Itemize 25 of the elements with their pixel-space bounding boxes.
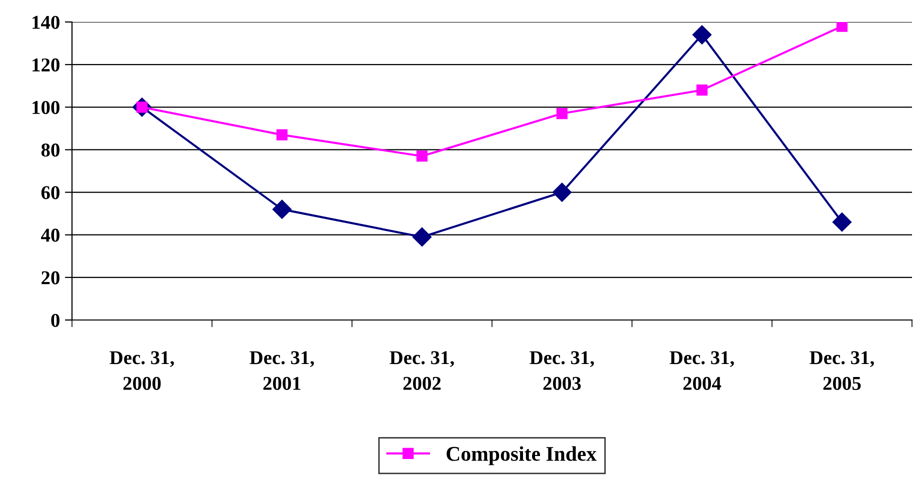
y-tick-label: 40 [41, 228, 60, 242]
y-tick-label: 20 [42, 271, 60, 284]
point [272, 200, 292, 219]
y-tick-label: 100 [32, 100, 60, 114]
x-tick-label: Dec. 31, 2001 [250, 351, 314, 390]
legend-label: Composite Index [446, 446, 597, 466]
y-tick-label: 80 [41, 144, 60, 157]
point [836, 22, 848, 32]
x-tick-label: Dec. 31, 2002 [390, 351, 454, 390]
point [416, 150, 428, 162]
y-tick-label: 0 [51, 314, 60, 327]
x-tick-label: Dec. 31, 2000 [110, 351, 174, 390]
point [552, 182, 572, 202]
x-tick-label: Dec. 31, 2005 [810, 351, 874, 390]
y-tick-label: 60 [41, 186, 60, 200]
point [412, 227, 432, 247]
y-tick-label: 120 [32, 58, 60, 72]
point [692, 25, 712, 44]
point [556, 108, 568, 120]
point [832, 212, 852, 232]
y-tick-label: 140 [32, 16, 60, 29]
x-tick-label: Dec. 31, 2004 [670, 351, 734, 390]
point [276, 129, 288, 140]
x-tick-label: Dec. 31, 2003 [530, 351, 594, 390]
point [696, 84, 708, 96]
